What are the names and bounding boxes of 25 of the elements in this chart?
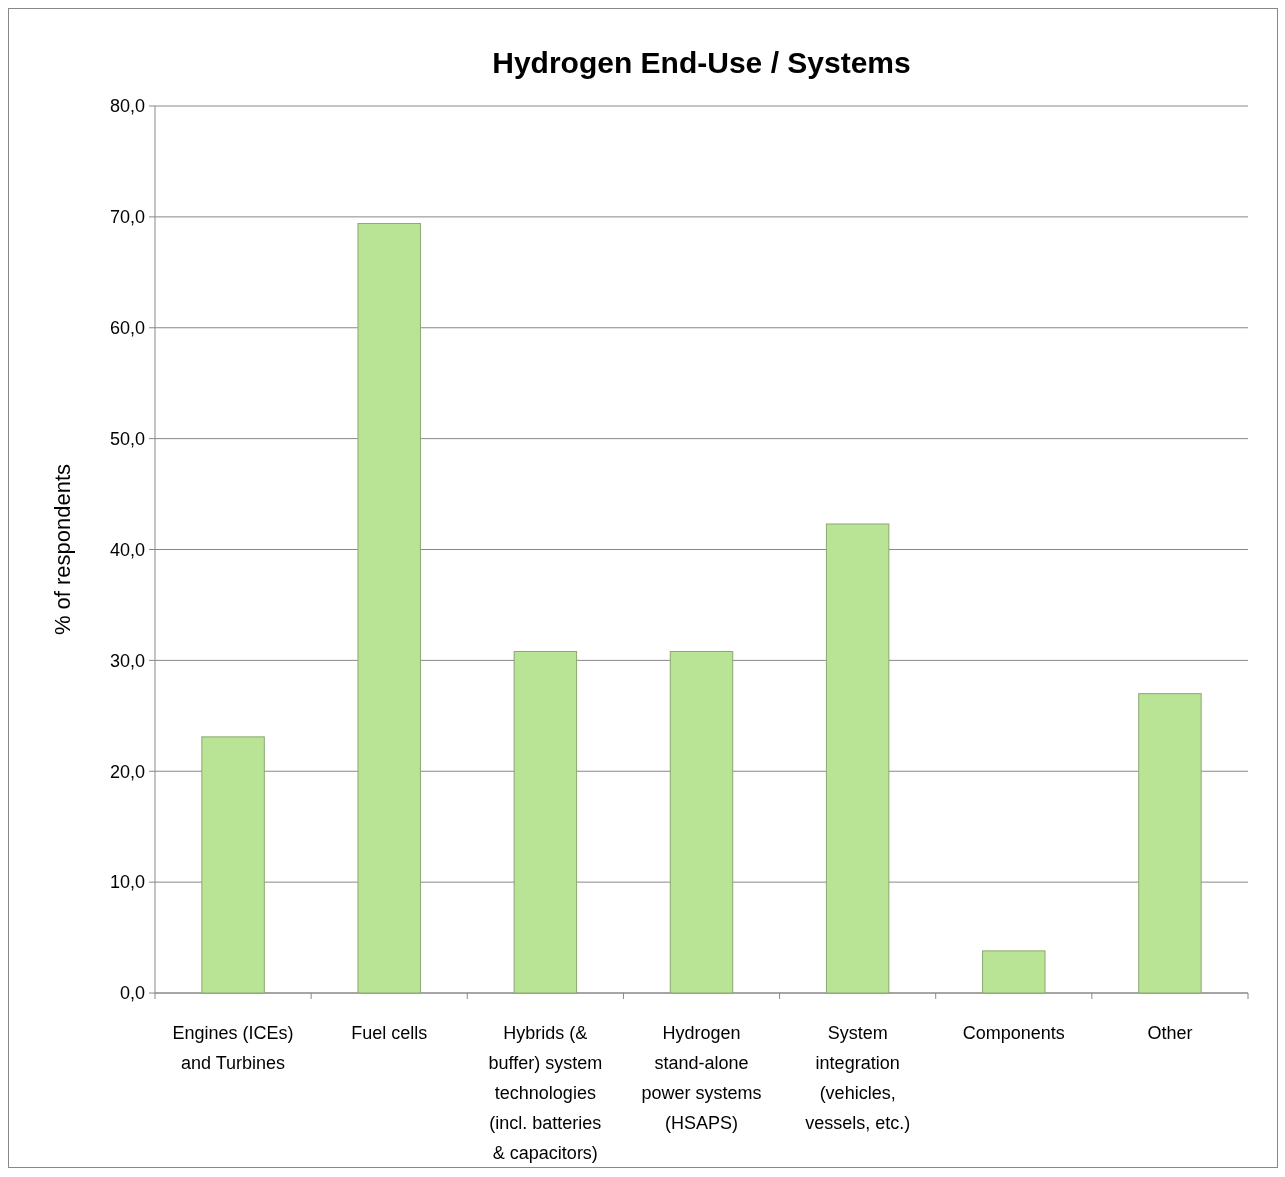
y-tick-label: 50,0: [109, 428, 145, 449]
x-tick-label: Components: [962, 1023, 1065, 1043]
x-tick-label: Engines (ICEs) and Turbines: [172, 1023, 294, 1073]
y-axis-title: % of respondents: [50, 463, 75, 636]
y-tick-label: 80,0: [109, 96, 145, 117]
y-tick-label: 40,0: [109, 539, 145, 560]
bar: [669, 651, 734, 994]
x-tick-label: Hydrogen stand-alone power systems (HSAPS): [641, 1023, 762, 1133]
x-tick-label: System integration (vehicles, vessels, etc.): [805, 1023, 911, 1133]
bar: [1138, 693, 1202, 994]
bar: [201, 736, 265, 994]
x-tick-label: Fuel cells: [351, 1023, 428, 1043]
y-tick-label: 60,0: [109, 318, 145, 339]
y-tick-label: 70,0: [109, 207, 145, 228]
bar: [513, 651, 578, 994]
bar: [982, 950, 1046, 994]
y-tick-label: 20,0: [109, 761, 145, 782]
bar: [357, 223, 421, 994]
x-tick-label: Other: [1147, 1023, 1193, 1043]
y-tick-label: 10,0: [109, 872, 145, 893]
chart-title: Hydrogen End-Use / Systems: [492, 46, 911, 79]
y-tick-label: 0,0: [119, 983, 145, 1004]
y-tick-label: 30,0: [109, 650, 145, 671]
bar: [825, 523, 890, 994]
x-tick-label: Hybrids (& buffer) system technologies (incl. batteries & capacitors): [488, 1023, 603, 1163]
